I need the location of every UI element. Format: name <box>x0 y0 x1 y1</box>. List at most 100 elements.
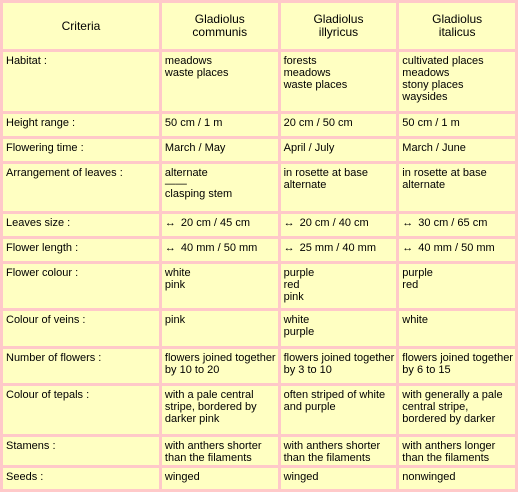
value-line: red <box>402 279 419 292</box>
value-cell: 50 cm / 1 m <box>399 113 515 136</box>
value-line: 50 cm / 1 m <box>402 116 460 129</box>
value-line: 20 cm / 50 cm <box>283 116 353 129</box>
value-cell: pink <box>161 311 278 346</box>
double-arrow-icon: ↔ <box>402 217 414 230</box>
value-line: winged <box>283 470 319 483</box>
criteria-label: Height range : <box>3 113 159 136</box>
value-cell: flowers joined together by 3 to 10 <box>280 348 397 384</box>
value-line: with anthers shorter <box>164 439 262 452</box>
table-row: Number of flowers : flowers joined togeth… <box>3 348 515 384</box>
value-cell: forests meadows waste places <box>280 52 397 111</box>
table-row: Colour of tepals : with a pale central str… <box>3 386 515 434</box>
header-row: Criteria Gladiolus communis Gladiolus illy… <box>3 3 515 50</box>
value-cell: white <box>399 311 515 346</box>
value-cell: purple red <box>399 264 515 309</box>
value-line: flowers joined together <box>402 351 513 364</box>
value-line: purple <box>283 326 315 339</box>
value-line: forests <box>283 55 317 68</box>
value-line: purple <box>283 267 315 280</box>
value-line: waste places <box>164 67 229 80</box>
double-arrow-icon: ↔ <box>283 242 295 255</box>
value-cell: ↔ 25 mm / 40 mm <box>280 239 397 262</box>
double-arrow-icon: ↔ <box>164 242 176 255</box>
value-cell: with a pale central stripe, bordered by da… <box>161 386 278 434</box>
value-text: 25 mm / 40 mm <box>299 242 377 255</box>
value-cell: purple red pink <box>280 264 397 309</box>
criteria-label: Flower colour : <box>3 264 159 309</box>
criteria-label: Colour of veins : <box>3 311 159 346</box>
value-line: than the filaments <box>402 451 490 464</box>
value-line: with anthers longer <box>402 439 496 452</box>
value-cell: winged <box>161 467 278 489</box>
value-cell: ↔ 20 cm / 45 cm <box>161 214 278 237</box>
species-header-illyricus: Gladiolus illyricus <box>280 3 397 50</box>
table-row: Height range : 50 cm / 1 m 20 cm / 50 cm 50… <box>3 113 515 136</box>
value-line: flowers joined together <box>164 351 276 364</box>
value-cell: white purple <box>280 311 397 346</box>
value-line: by 10 to 20 <box>164 363 220 376</box>
criteria-label: Colour of tepals : <box>3 386 159 434</box>
value-line: pink <box>283 291 304 304</box>
value-line: with a pale central <box>164 389 254 402</box>
value-cell: alternate —— clasping stem <box>161 163 278 212</box>
value-cell: with anthers shorter than the filaments <box>280 436 397 465</box>
value-cell: white pink <box>161 264 278 309</box>
value-line: alternate <box>283 178 327 191</box>
value-cell: April / July <box>280 138 397 161</box>
criteria-label: Habitat : <box>3 52 159 111</box>
table-row: Leaves size : ↔ 20 cm / 45 cm ↔ 20 cm / 40 c… <box>3 214 515 237</box>
value-line: white <box>283 314 310 327</box>
value-line: by 6 to 15 <box>402 363 451 376</box>
value-line: ↔ 40 mm / 50 mm <box>402 242 512 254</box>
value-line: ↔ 40 mm / 50 mm <box>165 242 275 254</box>
value-cell: in rosette at base alternate <box>280 163 397 212</box>
value-line: central stripe, <box>402 401 469 414</box>
value-cell: ↔ 40 mm / 50 mm <box>161 239 278 262</box>
value-cell: with anthers shorter than the filaments <box>161 436 278 465</box>
value-line: white <box>164 267 191 280</box>
table-row: Colour of veins : pink white purple white <box>3 311 515 346</box>
value-line: with generally a pale <box>402 389 503 402</box>
value-line: flowers joined together <box>283 351 395 364</box>
value-line: in rosette at base <box>402 166 487 179</box>
value-cell: March / May <box>161 138 278 161</box>
value-line: ↔ 25 mm / 40 mm <box>284 242 394 254</box>
value-cell: nonwinged <box>399 467 515 489</box>
double-arrow-icon: ↔ <box>164 217 176 230</box>
criteria-label: Stamens : <box>3 436 159 465</box>
value-text: 30 cm / 65 cm <box>418 217 488 230</box>
value-cell: with generally a pale central stripe, bord… <box>399 386 515 434</box>
species-header-italicus: Gladiolus italicus <box>399 3 515 50</box>
table-row: Stamens : with anthers shorter than the fi… <box>3 436 515 465</box>
value-line: winged <box>164 470 200 483</box>
value-text: 40 mm / 50 mm <box>418 242 495 255</box>
value-line: cultivated places <box>402 55 484 68</box>
value-line: April / July <box>283 141 335 154</box>
double-arrow-icon: ↔ <box>402 242 414 255</box>
table-row: Seeds : winged winged nonwinged <box>3 467 515 489</box>
value-line: with anthers shorter <box>283 439 381 452</box>
value-line: bordered by darker <box>402 413 496 426</box>
value-line: ↔ 20 cm / 45 cm <box>165 217 275 229</box>
table-row: Flowering time : March / May April / July M… <box>3 138 515 161</box>
species-header-communis: Gladiolus communis <box>161 3 278 50</box>
value-line: and purple <box>283 401 336 414</box>
value-line: pink <box>164 314 186 327</box>
value-line: meadows <box>164 55 212 68</box>
value-line: stripe, bordered by <box>164 401 257 414</box>
value-cell: 50 cm / 1 m <box>161 113 278 136</box>
value-line: waste places <box>283 79 348 92</box>
value-line: stony places <box>402 79 464 92</box>
value-line: March / May <box>164 141 226 154</box>
value-cell: with anthers longer than the filaments <box>399 436 515 465</box>
criteria-label: Flower length : <box>3 239 159 262</box>
value-cell: meadows waste places <box>161 52 278 111</box>
value-line: red <box>283 279 300 292</box>
criteria-label: Seeds : <box>3 467 159 489</box>
value-line: darker pink <box>164 413 220 426</box>
value-cell: cultivated places meadows stony places ways… <box>399 52 515 111</box>
value-cell: flowers joined together by 6 to 15 <box>399 348 515 384</box>
table-row: Arrangement of leaves : alternate —— claspi… <box>3 163 515 212</box>
value-line: by 3 to 10 <box>283 363 332 376</box>
